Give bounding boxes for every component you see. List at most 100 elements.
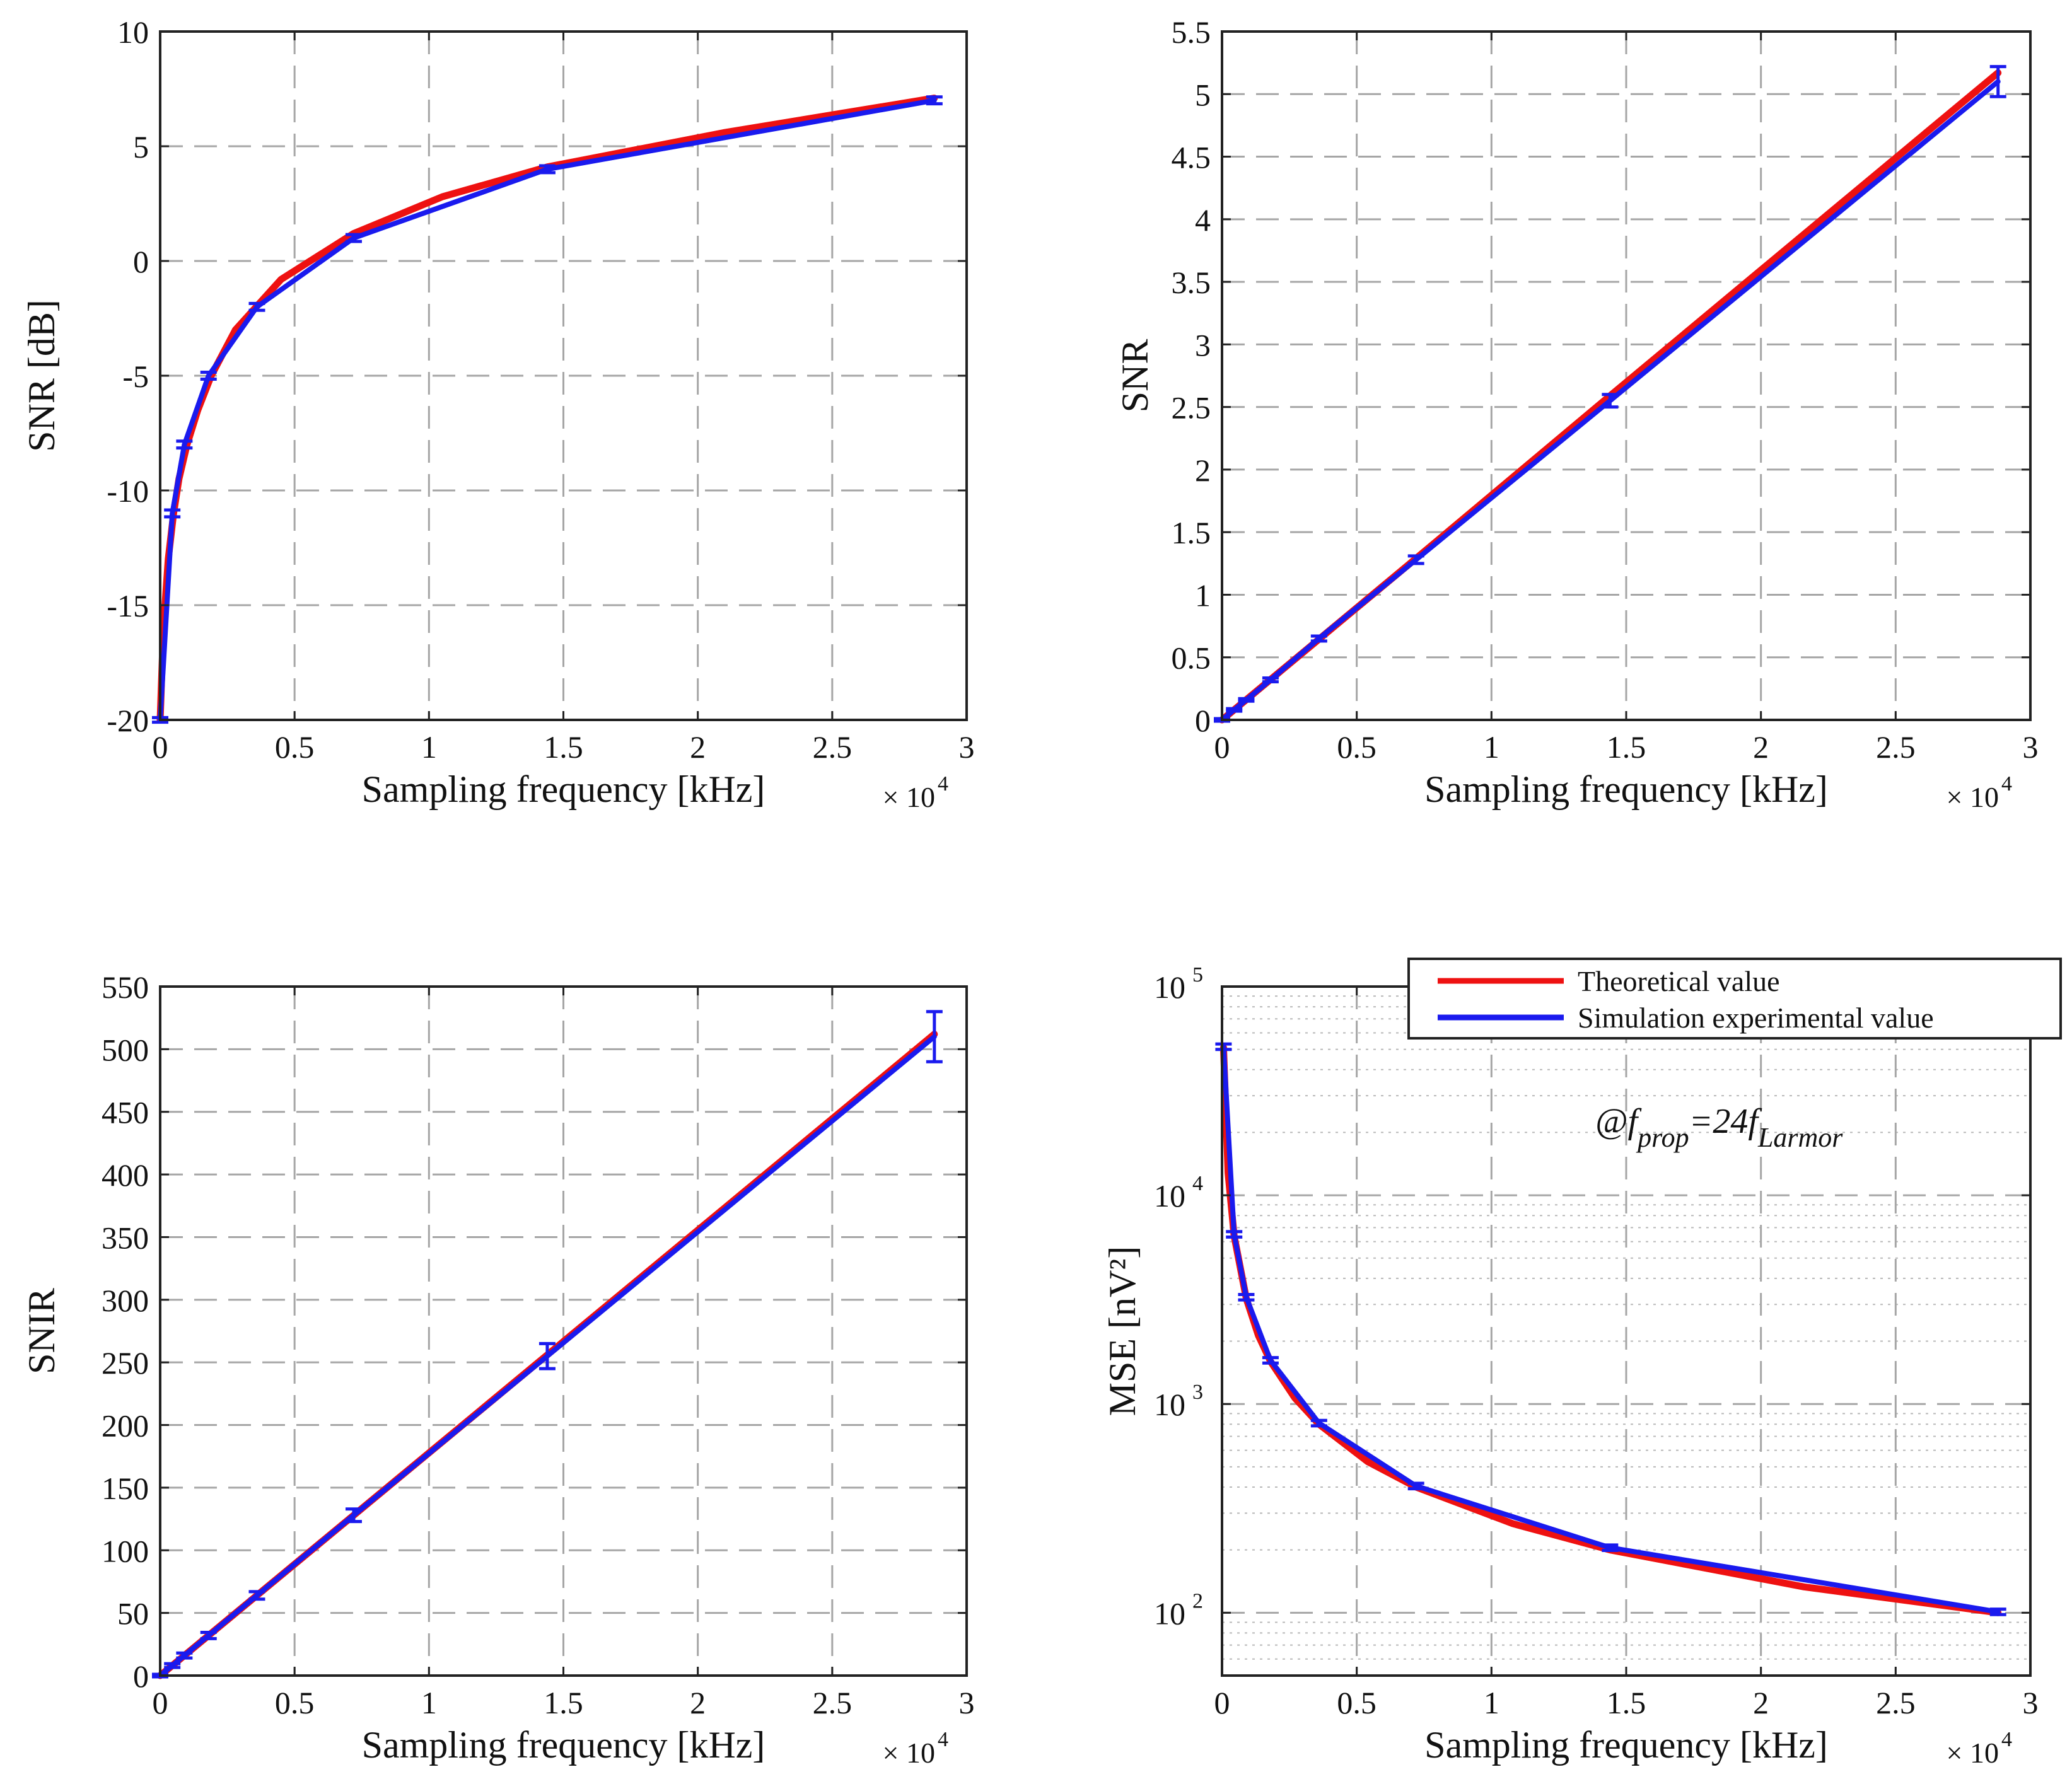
x-multiplier-exponent: 4 xyxy=(2001,1728,2012,1751)
error-bar xyxy=(538,1341,556,1370)
x-tick-label: 1.5 xyxy=(1607,729,1646,765)
error-bar xyxy=(1407,1481,1424,1491)
x-tick-label: 2 xyxy=(690,729,706,765)
x-tick-label: 2.5 xyxy=(1876,1685,1916,1720)
error-bar xyxy=(926,95,943,106)
x-tick-label: 0 xyxy=(1214,1685,1230,1720)
x-tick-label: 2 xyxy=(690,1685,706,1720)
error-bar xyxy=(164,1662,181,1669)
x-multiplier: × 10 xyxy=(883,781,935,813)
x-tick-label: 0.5 xyxy=(275,1685,315,1720)
error-bar xyxy=(248,301,265,312)
y-tick-label: 0 xyxy=(1195,703,1211,738)
error-bar xyxy=(345,1507,362,1524)
error-bar xyxy=(1226,707,1243,713)
x-tick-label: 2.5 xyxy=(1876,729,1916,765)
x-axis-label: Sampling frequency [kHz] xyxy=(1424,1724,1828,1766)
x-tick-label: 0 xyxy=(153,729,168,765)
x-multiplier-exponent: 4 xyxy=(938,772,948,796)
error-bar xyxy=(1407,554,1424,565)
annotation-text: @f xyxy=(1595,1102,1643,1141)
annotation-text: =24f xyxy=(1689,1102,1763,1141)
x-axis-label: Sampling frequency [kHz] xyxy=(1424,768,1828,810)
y-tick-exponent: 5 xyxy=(1192,963,1203,987)
x-tick-label: 1 xyxy=(1484,1685,1499,1720)
y-tick-label: 3.5 xyxy=(1172,265,1211,300)
error-bar xyxy=(1262,676,1279,683)
x-tick-label: 0 xyxy=(153,1685,168,1720)
y-tick-label: 350 xyxy=(102,1220,149,1255)
y-tick-label: 50 xyxy=(117,1596,149,1631)
y-tick-label: 0 xyxy=(133,244,149,279)
error-bar xyxy=(1989,1607,2006,1616)
error-bar xyxy=(1238,697,1255,703)
error-bar xyxy=(1989,65,2006,98)
y-tick-label: 4 xyxy=(1195,202,1211,238)
x-tick-label: 0.5 xyxy=(1337,729,1376,765)
y-tick-label: 5 xyxy=(133,129,149,165)
y-tick-label: 2 xyxy=(1195,453,1211,488)
y-tick-label: -15 xyxy=(107,588,149,623)
y-tick-label: 1 xyxy=(1195,577,1211,613)
y-tick-label: 550 xyxy=(102,970,149,1005)
legend-label: Theoretical value xyxy=(1578,965,1780,997)
error-bar xyxy=(176,1651,193,1660)
x-multiplier-exponent: 4 xyxy=(2001,772,2012,796)
chart-snir: 0 0.5 1 1.5 2 2.5 3050100150200250300350400450… xyxy=(21,970,975,1769)
error-bar xyxy=(1262,1356,1279,1365)
sim-line xyxy=(1221,1044,2001,1614)
x-tick-label: 2.5 xyxy=(813,729,853,765)
x-axis-label: Sampling frequency [kHz] xyxy=(362,768,765,810)
x-tick-label: 0 xyxy=(1214,729,1230,765)
y-tick-label: -10 xyxy=(107,473,149,509)
error-bar xyxy=(200,1630,217,1640)
x-multiplier: × 10 xyxy=(1947,781,1999,813)
error-bar xyxy=(1215,1042,1232,1051)
x-multiplier: × 10 xyxy=(1947,1737,1999,1769)
y-axis-label: SNIR xyxy=(21,1288,62,1374)
x-tick-label: 1 xyxy=(1484,729,1499,765)
chart-snr-linear: 0 0.5 1 1.5 2 2.5 3 0 0.5 1 1.5 2 2.5 3 3.5 4 4.5 5 5.5 Sam… xyxy=(1114,14,2039,813)
x-tick-label: 3 xyxy=(959,729,975,765)
y-tick-label: 5 xyxy=(1195,77,1211,112)
y-tick-exponent: 3 xyxy=(1192,1381,1203,1404)
error-bar xyxy=(345,233,362,243)
sim-line xyxy=(158,98,937,722)
error-bar xyxy=(248,1590,265,1601)
y-tick-label: 0 xyxy=(133,1659,149,1694)
error-bar xyxy=(1602,393,1619,409)
y-tick-label: 10 xyxy=(1154,1387,1185,1422)
x-tick-label: 0.5 xyxy=(1337,1685,1376,1720)
x-tick-label: 3 xyxy=(2023,729,2039,765)
y-tick-label: 4.5 xyxy=(1172,140,1211,175)
y-tick-label: 100 xyxy=(102,1533,149,1568)
x-axis-label: Sampling frequency [kHz] xyxy=(362,1724,765,1766)
error-bar xyxy=(1310,1418,1327,1428)
x-tick-label: 2 xyxy=(1753,729,1769,765)
y-tick-label: 2.5 xyxy=(1172,390,1211,426)
y-tick-label: 5.5 xyxy=(1172,14,1211,50)
error-bar xyxy=(1238,1292,1255,1302)
y-tick-exponent: 4 xyxy=(1192,1172,1203,1195)
x-tick-label: 1.5 xyxy=(544,1685,583,1720)
y-tick-label: 150 xyxy=(102,1471,149,1506)
y-tick-label: 300 xyxy=(102,1283,149,1318)
annotation-subscript: Larmor xyxy=(1757,1122,1843,1153)
legend-label: Simulation experimental value xyxy=(1578,1002,1934,1034)
x-tick-label: 3 xyxy=(2023,1685,2039,1720)
y-tick-label: -5 xyxy=(122,359,149,394)
y-tick-label: 500 xyxy=(102,1032,149,1067)
legend: Theoretical value Simulation experimental… xyxy=(1407,958,2062,1040)
x-tick-label: 1.5 xyxy=(1607,1685,1646,1720)
y-axis-label: SNR xyxy=(1114,339,1156,413)
legend-box xyxy=(1407,958,2062,1040)
y-tick-label: 400 xyxy=(102,1157,149,1193)
x-tick-label: 3 xyxy=(959,1685,975,1720)
y-tick-label: 1.5 xyxy=(1172,515,1211,550)
y-tick-label: 0.5 xyxy=(1172,640,1211,676)
x-tick-label: 1 xyxy=(421,729,437,765)
error-bar xyxy=(926,1010,943,1063)
y-axis-label: MSE [nV²] xyxy=(1102,1246,1143,1416)
y-tick-label: 250 xyxy=(102,1345,149,1381)
